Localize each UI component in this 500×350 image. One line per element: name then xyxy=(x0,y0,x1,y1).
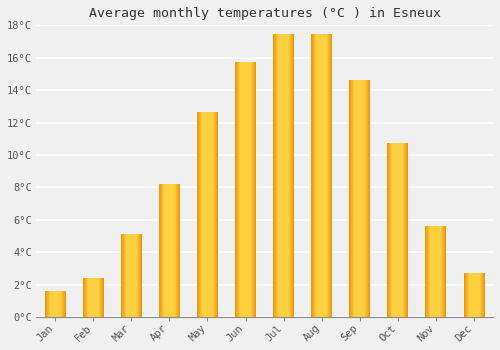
Title: Average monthly temperatures (°C ) in Esneux: Average monthly temperatures (°C ) in Es… xyxy=(88,7,440,20)
